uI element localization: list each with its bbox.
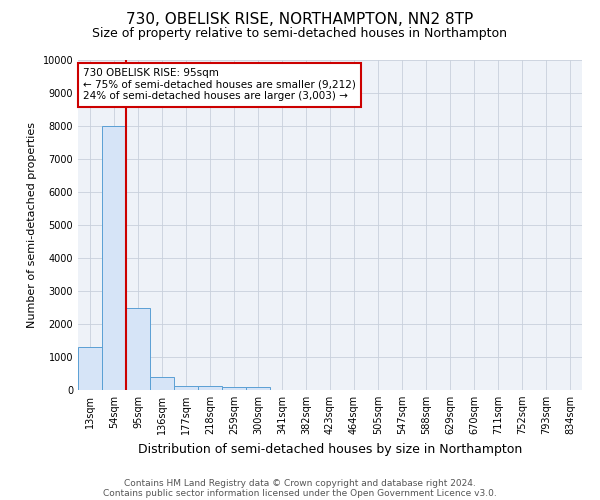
Text: Size of property relative to semi-detached houses in Northampton: Size of property relative to semi-detach… [92,28,508,40]
X-axis label: Distribution of semi-detached houses by size in Northampton: Distribution of semi-detached houses by … [138,442,522,456]
Bar [198,386,222,390]
Text: Contains HM Land Registry data © Crown copyright and database right 2024.: Contains HM Land Registry data © Crown c… [124,478,476,488]
Text: 730 OBELISK RISE: 95sqm
← 75% of semi-detached houses are smaller (9,212)
24% of: 730 OBELISK RISE: 95sqm ← 75% of semi-de… [83,68,356,102]
Bar [246,386,270,390]
Bar [126,308,150,390]
Bar [222,386,246,390]
Bar [174,386,198,390]
Bar [102,126,126,390]
Bar [150,378,174,390]
Y-axis label: Number of semi-detached properties: Number of semi-detached properties [27,122,37,328]
Bar [78,347,102,390]
Text: Contains public sector information licensed under the Open Government Licence v3: Contains public sector information licen… [103,488,497,498]
Text: 730, OBELISK RISE, NORTHAMPTON, NN2 8TP: 730, OBELISK RISE, NORTHAMPTON, NN2 8TP [127,12,473,28]
